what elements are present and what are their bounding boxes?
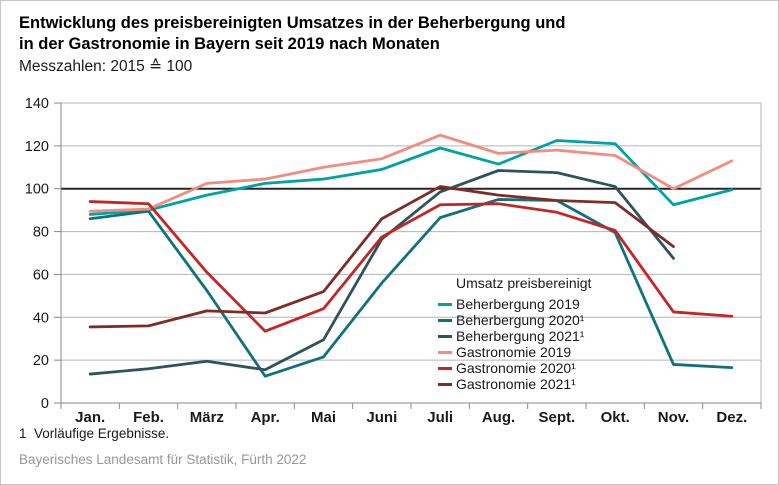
legend-swatch-icon <box>438 382 452 386</box>
chart-title-line1: Entwicklung des preisbereinigten Umsatze… <box>19 14 566 32</box>
y-axis-label-60: 60 <box>33 267 49 283</box>
series-line-gastronomie-2020- <box>88 200 734 333</box>
legend-label: Beherbergung 2020¹ <box>456 312 585 328</box>
legend-swatch-icon <box>438 334 452 338</box>
x-axis-label-Jan.: Jan. <box>75 409 105 426</box>
series-line-gastronomie-2021- <box>88 185 675 329</box>
series-line-beherbergung-2020- <box>88 198 734 378</box>
footnote: 1 Vorläufige Ergebnisse. <box>19 426 170 441</box>
x-axis-label-Aug.: Aug. <box>482 409 515 426</box>
y-axis-label-100: 100 <box>25 182 49 198</box>
legend-item: Gastronomie 2019 <box>438 344 591 360</box>
legend-title: Umsatz preisbereinigt <box>456 275 592 291</box>
legend-swatch-icon <box>438 318 452 322</box>
y-axis-label-120: 120 <box>25 139 49 155</box>
x-axis-label-Mai: Mai <box>311 409 336 426</box>
legend-label: Beherbergung 2019 <box>456 296 580 312</box>
legend-swatch-icon <box>438 350 452 354</box>
legend-label: Gastronomie 2019 <box>456 344 572 360</box>
y-axis-label-140: 140 <box>25 96 49 112</box>
x-axis-label-Juni: Juni <box>366 409 397 426</box>
x-axis-label-Okt.: Okt. <box>601 409 630 426</box>
chart-legend: Umsatz preisbereinigt Beherbergung 2019 B… <box>438 275 591 392</box>
y-axis-label-0: 0 <box>41 396 49 412</box>
x-axis-label-Nov.: Nov. <box>658 409 689 426</box>
series-line-beherbergung-2019 <box>88 139 734 216</box>
y-axis-label-20: 20 <box>33 353 49 369</box>
legend-label: Gastronomie 2021¹ <box>456 376 576 392</box>
x-axis-label-Sept.: Sept. <box>538 409 575 426</box>
legend-swatch-icon <box>438 302 452 306</box>
legend-label: Beherbergung 2021¹ <box>456 328 585 344</box>
chart-title-line2: in der Gastronomie in Bayern seit 2019 n… <box>19 35 440 53</box>
x-axis-label-Feb.: Feb. <box>133 409 164 426</box>
legend-item: Beherbergung 2021¹ <box>438 328 591 344</box>
legend-item: Gastronomie 2021¹ <box>438 376 591 392</box>
source-attribution: Bayerisches Landesamt für Statistik, Für… <box>19 452 307 467</box>
legend-swatch-icon <box>438 366 452 370</box>
x-axis-label-Dez.: Dez. <box>716 409 747 426</box>
y-axis-label-80: 80 <box>33 225 49 241</box>
legend-label: Gastronomie 2020¹ <box>456 360 576 376</box>
chart-title: Entwicklung des preisbereinigten Umsatze… <box>19 13 565 55</box>
legend-item: Beherbergung 2020¹ <box>438 312 591 328</box>
legend-item: Gastronomie 2020¹ <box>438 360 591 376</box>
x-axis-label-März: März <box>190 409 224 426</box>
series-line-gastronomie-2019 <box>88 133 734 213</box>
x-axis-label-Apr.: Apr. <box>251 409 280 426</box>
x-axis-label-Juli: Juli <box>427 409 453 426</box>
y-axis-label-40: 40 <box>33 310 49 326</box>
legend-item: Beherbergung 2019 <box>438 296 591 312</box>
chart-subtitle: Messzahlen: 2015 ≙ 100 <box>19 58 193 75</box>
